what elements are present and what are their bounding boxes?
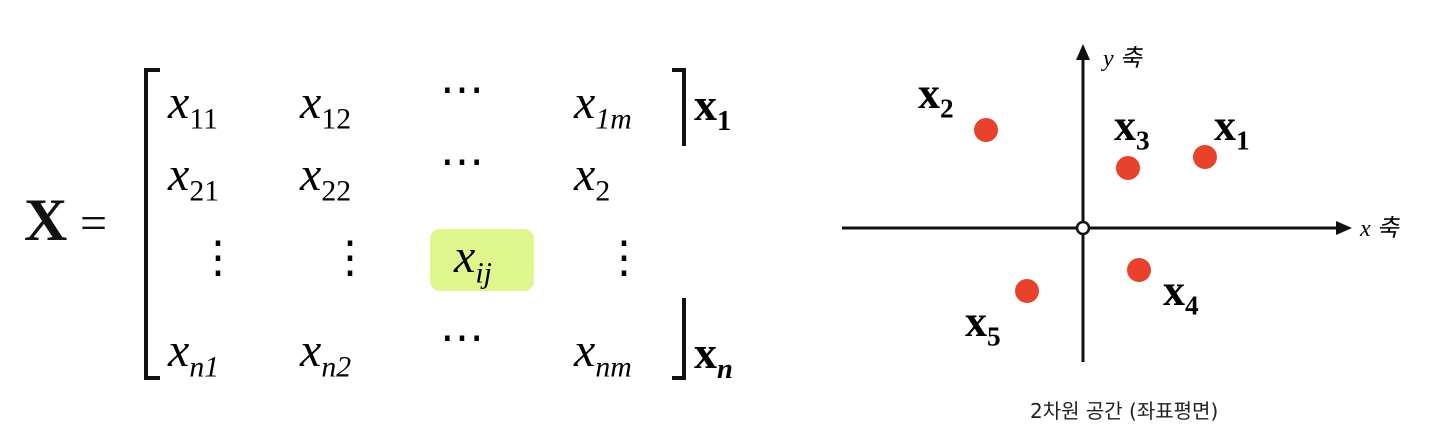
x-axis-label: x 축 bbox=[1359, 216, 1401, 242]
matrix-name: X bbox=[24, 187, 68, 253]
y-axis-arrow bbox=[1076, 44, 1090, 60]
right-bracket-top bbox=[672, 68, 686, 146]
matrix-cell: xnm bbox=[573, 324, 632, 384]
origin bbox=[1075, 220, 1091, 236]
point-label: x2 bbox=[918, 69, 954, 124]
row-labels: x1 xn bbox=[694, 79, 733, 385]
matrix-cell: xn1 bbox=[167, 324, 219, 384]
matrix-cell: x22 bbox=[299, 148, 351, 208]
plane-caption: 2차원 공간 (좌표평면) bbox=[1030, 399, 1219, 423]
point-marker bbox=[974, 118, 998, 142]
matrix-cell: x21 bbox=[167, 148, 219, 208]
matrix-cell: x1m bbox=[573, 76, 632, 136]
point-label: x5 bbox=[965, 297, 1001, 352]
matrix-cell: ⋮ bbox=[602, 233, 646, 282]
point-label: x1 bbox=[1214, 101, 1250, 156]
point-label: x3 bbox=[1114, 101, 1150, 156]
y-axis-label: y 축 bbox=[1101, 46, 1144, 72]
left-bracket bbox=[144, 68, 160, 380]
matrix-cell: ⋮ bbox=[196, 233, 240, 282]
matrix-cell: x11 bbox=[167, 76, 218, 136]
matrix-cell: xij bbox=[453, 230, 492, 290]
x-axis-arrow bbox=[1336, 221, 1352, 235]
equals-sign: = bbox=[80, 197, 108, 250]
matrix-cells: x11 x12 ⋯ x1m x21 x22 ⋯ x2 ⋮ ⋮ xij ⋮ xn1 xn2 ⋯ xnm bbox=[167, 65, 646, 384]
point-marker bbox=[1193, 145, 1217, 169]
point-marker bbox=[1127, 258, 1151, 282]
matrix-cell: ⋮ bbox=[328, 233, 372, 282]
matrix-cell: ⋯ bbox=[440, 313, 484, 362]
matrix-cell: ⋯ bbox=[440, 137, 484, 186]
point-marker bbox=[1116, 156, 1140, 180]
points: x1 x2 x3 x4 x5 bbox=[918, 69, 1250, 352]
matrix-cell: xn2 bbox=[299, 324, 351, 384]
matrix-cell: x12 bbox=[299, 76, 351, 136]
matrix-cell: x2 bbox=[573, 148, 610, 208]
matrix-cell: ⋯ bbox=[440, 65, 484, 114]
highlight-cell bbox=[430, 229, 534, 291]
row-label: x1 bbox=[694, 79, 731, 137]
point-label: x4 bbox=[1163, 266, 1199, 321]
right-bracket-bottom bbox=[672, 298, 686, 380]
point-marker bbox=[1015, 279, 1039, 303]
row-label: xn bbox=[694, 327, 733, 385]
